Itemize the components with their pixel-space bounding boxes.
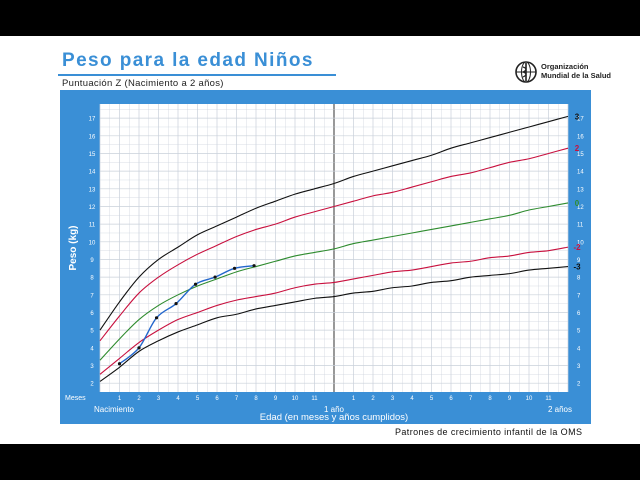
x-tick-label: 8 bbox=[488, 396, 492, 402]
x-tick-label: 1 bbox=[118, 396, 122, 402]
x-axis-label: Edad (en meses y años cumplidos) bbox=[260, 412, 408, 423]
x-tick-label: 11 bbox=[311, 396, 318, 402]
zscore-curve--3 bbox=[99, 266, 569, 382]
y-axis-label: Peso (kg) bbox=[68, 225, 79, 270]
y-tick-label: 17 bbox=[89, 117, 96, 123]
page-title: Peso para la edad Niños bbox=[62, 50, 314, 71]
child-weight-line bbox=[119, 264, 255, 365]
footer-source: Patrones de crecimiento infantil de la O… bbox=[395, 427, 583, 437]
y-tick-label: 16 bbox=[577, 134, 584, 140]
child-weight-point bbox=[154, 316, 159, 320]
y-tick-label: 3 bbox=[90, 364, 94, 370]
y-tick-label: 8 bbox=[90, 276, 94, 282]
y-tick-label: 7 bbox=[90, 293, 94, 299]
x-tick-label: 4 bbox=[176, 396, 180, 402]
y-tick-label: 4 bbox=[90, 346, 94, 352]
x-tick-label: 7 bbox=[469, 396, 473, 402]
x-tick-label: 9 bbox=[274, 396, 278, 402]
who-emblem-icon bbox=[515, 61, 537, 83]
y-tick-label: 14 bbox=[89, 170, 96, 176]
y-tick-labels-left: 2 3 4 5 6 7 8 9 10 11 12 13 14 15 16 17 bbox=[89, 117, 96, 388]
x-tick-label: 2 bbox=[371, 396, 375, 402]
y-tick-label: 11 bbox=[577, 223, 584, 229]
x-tick-label: 3 bbox=[157, 396, 161, 402]
y-tick-label: 7 bbox=[577, 293, 581, 299]
y-tick-label: 16 bbox=[89, 134, 96, 140]
x-tick-label: 10 bbox=[292, 396, 299, 402]
zscore-label: 0 bbox=[575, 199, 580, 208]
age-labels: Nacimiento 1 año 2 años bbox=[94, 405, 572, 414]
who-name-line2: Mundial de la Salud bbox=[541, 71, 612, 80]
x-tick-label: 6 bbox=[449, 396, 453, 402]
y-tick-label: 15 bbox=[89, 152, 96, 158]
y-tick-label: 13 bbox=[577, 187, 584, 193]
x-tick-label: 5 bbox=[196, 396, 200, 402]
x-tick-label: 3 bbox=[391, 396, 395, 402]
child-weight-point bbox=[174, 302, 178, 306]
y-tick-label: 15 bbox=[577, 152, 584, 158]
x-tick-label: 7 bbox=[235, 396, 239, 402]
zscore-label: 2 bbox=[575, 144, 580, 153]
child-record bbox=[117, 264, 256, 366]
x-tick-label: 10 bbox=[526, 396, 533, 402]
y-tick-label: 3 bbox=[577, 364, 581, 370]
zscore-label: -3 bbox=[573, 263, 581, 272]
zscore-curves bbox=[99, 115, 569, 382]
zscore-labels: 3 2 0 -2 -3 bbox=[573, 112, 581, 271]
y-tick-label: 9 bbox=[90, 258, 94, 264]
age-label: Nacimiento bbox=[94, 405, 135, 414]
y-tick-label: 10 bbox=[89, 240, 96, 246]
child-weight-point bbox=[193, 282, 198, 286]
y-tick-label: 5 bbox=[577, 329, 581, 335]
top-letterbox bbox=[0, 0, 640, 36]
zscore-label: 3 bbox=[575, 112, 580, 121]
zscore-label: -2 bbox=[573, 243, 581, 252]
who-name: Organización Mundial de la Salud bbox=[541, 62, 611, 80]
y-tick-label: 17 bbox=[577, 117, 584, 123]
x-tick-labels: 1 2 3 4 5 6 7 8 9 10 11 1 2 3 4 5 6 7 8 9 10 11 bbox=[118, 396, 552, 402]
x-tick-label: 8 bbox=[254, 396, 258, 402]
x-tick-label: 11 bbox=[545, 396, 552, 402]
y-tick-label: 9 bbox=[577, 258, 581, 264]
page-subtitle: Puntuación Z (Nacimiento a 2 años) bbox=[62, 78, 224, 89]
y-tick-label: 2 bbox=[90, 382, 94, 388]
y-tick-label: 11 bbox=[89, 223, 96, 229]
zscore-curve--2 bbox=[99, 246, 569, 375]
x-unit-label: Meses bbox=[65, 395, 86, 402]
zscore-curve-0 bbox=[99, 202, 569, 361]
bottom-letterbox bbox=[0, 444, 640, 480]
y-tick-labels-right: 2 3 4 5 6 7 8 9 10 11 12 13 14 15 16 17 bbox=[577, 117, 584, 388]
age-label: 2 años bbox=[548, 405, 572, 414]
y-tick-label: 10 bbox=[577, 240, 584, 246]
child-weight-point bbox=[213, 275, 217, 279]
y-tick-label: 6 bbox=[577, 311, 581, 317]
who-logo: Organización Mundial de la Salud bbox=[514, 60, 626, 86]
child-weight-point bbox=[252, 264, 256, 268]
grid bbox=[99, 104, 569, 392]
x-tick-label: 6 bbox=[215, 396, 219, 402]
x-tick-label: 1 bbox=[352, 396, 356, 402]
y-tick-label: 4 bbox=[577, 346, 581, 352]
zscore-curve-2 bbox=[99, 147, 569, 342]
y-tick-label: 14 bbox=[577, 170, 584, 176]
who-name-line1: Organización bbox=[541, 62, 589, 71]
y-tick-label: 2 bbox=[577, 382, 581, 388]
zscore-curve-3 bbox=[99, 115, 569, 331]
x-tick-label: 5 bbox=[430, 396, 434, 402]
x-tick-label: 9 bbox=[508, 396, 512, 402]
y-tick-label: 12 bbox=[577, 205, 584, 211]
age-label: 1 año bbox=[324, 405, 345, 414]
child-weight-point bbox=[117, 362, 122, 366]
y-tick-label: 6 bbox=[90, 311, 94, 317]
child-weight-point bbox=[137, 346, 141, 350]
title-underline bbox=[58, 74, 336, 76]
child-weight-point bbox=[232, 266, 237, 270]
y-tick-label: 13 bbox=[89, 187, 96, 193]
x-tick-label: 2 bbox=[137, 396, 141, 402]
y-tick-label: 8 bbox=[577, 276, 581, 282]
x-tick-label: 4 bbox=[410, 396, 414, 402]
y-tick-label: 5 bbox=[90, 329, 94, 335]
y-tick-label: 12 bbox=[89, 205, 96, 211]
